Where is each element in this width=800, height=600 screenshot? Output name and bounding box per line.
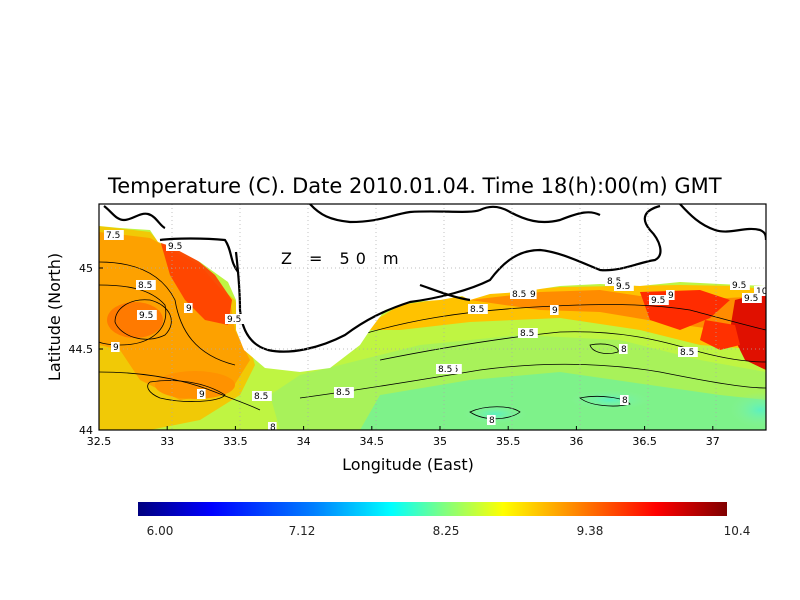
colorbar-tick-label: 7.12 <box>289 524 316 538</box>
contour-label-bg <box>649 295 669 305</box>
contour-label: 10 <box>756 287 768 297</box>
contour-label: 8 <box>270 423 276 433</box>
contour-label: 8 <box>621 345 627 355</box>
x-tick-label: 36 <box>569 435 583 448</box>
x-axis-label: Longitude (East) <box>342 455 474 474</box>
map-title: Temperature (C). Date 2010.01.04. Time 1… <box>107 174 722 198</box>
contour-label-bg <box>678 347 698 357</box>
y-tick-label: 44 <box>79 424 93 437</box>
y-axis-label: Latitude (North) <box>45 253 64 381</box>
contour-label: 8.5 <box>336 388 350 398</box>
contour-label-bg <box>510 289 530 299</box>
contour-label: 8.5 <box>512 290 526 300</box>
contour-label-bg <box>111 342 120 352</box>
contour-label: 9 <box>199 390 205 400</box>
colorbar-tick-label: 10.4 <box>724 524 751 538</box>
x-tick-label: 32.5 <box>87 435 112 448</box>
contour-label-bg <box>518 328 538 338</box>
colorbar-tick-label: 9.38 <box>577 524 604 538</box>
contour-label: 8.5 <box>138 281 152 291</box>
contour-label: 8.5 <box>520 329 534 339</box>
contour-label-bg <box>137 310 157 320</box>
x-tick-label: 34.5 <box>360 435 385 448</box>
contour-label: 7.5 <box>106 231 120 241</box>
contour-label: 8 <box>489 416 495 426</box>
contour-label: 9 <box>186 304 192 314</box>
contour-label-bg <box>197 389 206 399</box>
colorbar-tick-label: 8.25 <box>433 524 460 538</box>
contour-label-bg <box>742 293 762 303</box>
x-tick-label: 35 <box>433 435 447 448</box>
plot-area: 7.59.58.599.59.598.598.59.58.58.598.598.… <box>99 204 768 433</box>
contour-label-bg <box>184 303 193 313</box>
contour-label: 8.5 <box>438 365 452 375</box>
contour-label-bg <box>528 289 537 299</box>
contour-label-bg <box>136 280 156 290</box>
contour-label: 9 <box>552 306 558 316</box>
colorbar-tick-label: 6.00 <box>147 524 174 538</box>
colorbar <box>138 502 727 516</box>
contour-label-bg <box>487 415 496 425</box>
contour-label: 9.5 <box>616 282 630 292</box>
x-tick-label: 33 <box>160 435 174 448</box>
contour-label-bg <box>730 280 750 290</box>
y-tick-label: 45 <box>79 262 93 275</box>
contour-label: 9.5 <box>651 296 665 306</box>
contour-label-bg <box>334 387 354 397</box>
contour-label-bg <box>268 422 277 430</box>
y-tick-label: 44.5 <box>69 343 94 356</box>
x-tick-label: 37 <box>706 435 720 448</box>
x-tick-label: 35.5 <box>496 435 521 448</box>
contour-label: 9 <box>668 291 674 301</box>
contour-label: 8 <box>622 396 628 406</box>
contour-label-bg <box>614 281 634 291</box>
contour-label-bg <box>104 230 124 240</box>
contour-label: 9 <box>113 343 119 353</box>
contour-label-bg <box>550 305 559 315</box>
contour-label-bg <box>666 290 675 300</box>
contour-label-bg <box>620 395 629 405</box>
contour-label: 8.5 <box>254 392 268 402</box>
contour-label: 8.5 <box>470 305 484 315</box>
x-tick-label: 33.5 <box>223 435 248 448</box>
contour-label: 9 <box>530 290 536 300</box>
contour-label-bg <box>619 344 628 354</box>
contour-label-bg <box>468 304 488 314</box>
contour-label: 9.5 <box>227 315 241 325</box>
contour-label: 9.5 <box>139 311 153 321</box>
x-tick-label: 34 <box>297 435 311 448</box>
contour-label-bg <box>225 314 245 324</box>
contour-label: 9.5 <box>168 242 182 252</box>
contour-label-bg <box>436 364 456 374</box>
contour-label-bg <box>252 391 272 401</box>
contour-label-bg <box>754 286 766 296</box>
contour-label: 9.5 <box>732 281 746 291</box>
plot-frame <box>98 203 767 431</box>
depth-annotation: Z = 50 m <box>281 249 405 268</box>
x-tick-label: 36.5 <box>632 435 657 448</box>
contour-label-bg <box>166 241 186 251</box>
contour-label: 9.5 <box>744 294 758 304</box>
contour-label: 8.5 <box>680 348 694 358</box>
